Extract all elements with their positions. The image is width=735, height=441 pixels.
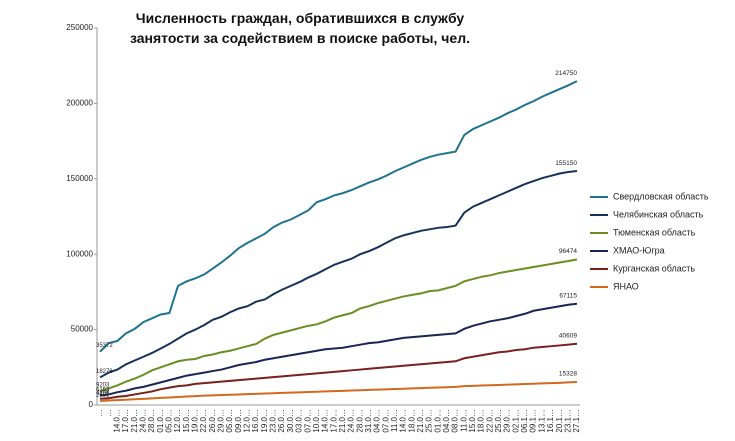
x-tick-label: 15.0… <box>182 409 191 433</box>
data-label: 9203 <box>96 383 110 389</box>
x-tick-label: 16.0… <box>251 409 260 433</box>
x-tick-label: 18.0… <box>477 409 486 433</box>
legend-label: Свердловская область <box>613 191 709 201</box>
x-tick-label: 01.0… <box>156 409 165 433</box>
y-tick-label: 0 <box>89 400 94 409</box>
x-tick-label: 12.0… <box>173 409 182 433</box>
series-line <box>99 342 578 400</box>
data-label: 4106 <box>96 390 110 396</box>
series-line <box>99 258 578 393</box>
x-tick-label: 04.0… <box>442 409 451 433</box>
x-tick-label: 05.0… <box>225 409 234 433</box>
x-tick-label: 27.1… <box>572 409 581 433</box>
x-tick-label: 29.0… <box>503 409 512 433</box>
x-tick-label: 14.0… <box>112 409 121 433</box>
data-label: 15328 <box>559 371 577 378</box>
x-tick-label: 29.0… <box>217 409 226 433</box>
y-tick-label: 150000 <box>66 174 93 183</box>
series-line <box>99 380 578 402</box>
x-tick-label: 14.0… <box>399 409 408 433</box>
x-tick-label: 31.0… <box>364 409 373 433</box>
x-tick-label: 01.0… <box>433 409 442 433</box>
x-tick-label: 17.0… <box>329 409 338 433</box>
x-tick-label: 22.0… <box>485 409 494 433</box>
x-tick-label: 13.1… <box>537 409 546 433</box>
x-tick-label: 21.0… <box>130 409 139 433</box>
x-tick-label: 17.0… <box>121 409 130 433</box>
legend-label: ХМАО-Югра <box>613 245 665 255</box>
x-tick-label: 09.0… <box>234 409 243 433</box>
data-label: 18276 <box>96 369 113 375</box>
series-line <box>99 302 578 397</box>
x-tick-label: 25.0… <box>425 409 434 433</box>
x-tick-label: 24.0… <box>138 409 147 433</box>
x-tick-label: 03.0… <box>295 409 304 433</box>
x-tick-label: 02.1… <box>511 409 520 433</box>
x-tick-label: 26.0… <box>208 409 217 433</box>
y-tick-label: 200000 <box>66 99 93 108</box>
legend-label: Челябинская область <box>613 209 704 219</box>
x-tick-label: … <box>95 409 104 417</box>
x-tick-label: 15.0… <box>468 409 477 433</box>
data-label: 155150 <box>555 160 577 167</box>
legend-label: Курганская область <box>613 263 695 273</box>
data-label: 35372 <box>96 343 113 349</box>
x-tick-label: 24.0… <box>347 409 356 433</box>
x-tick-label: 28.0… <box>355 409 364 433</box>
x-tick-label: 19.0… <box>191 409 200 433</box>
y-tick-label: 100000 <box>66 249 93 258</box>
chart-title: Численность граждан, обратившихся в служ… <box>129 10 470 46</box>
data-label: 67115 <box>559 293 577 300</box>
legend-label: ЯНАО <box>613 281 639 291</box>
series-line <box>99 80 578 353</box>
x-tick-label: 19.0… <box>260 409 269 433</box>
legend-label: Тюменская область <box>613 227 696 237</box>
x-tick-label: 16.1… <box>546 409 555 433</box>
x-tick-label: 28.0… <box>147 409 156 433</box>
x-tick-label: 20.1… <box>555 409 564 433</box>
data-label: 96474 <box>559 248 577 255</box>
data-label: 40609 <box>559 332 577 339</box>
x-tick-label: 25.0… <box>494 409 503 433</box>
x-tick-label: 09.1… <box>529 409 538 433</box>
x-tick-label: … <box>104 409 113 417</box>
x-tick-label: 12.0… <box>243 409 252 433</box>
x-tick-label: 05.0… <box>164 409 173 433</box>
x-tick-label: 23.1… <box>563 409 572 433</box>
x-tick-label: 08.0… <box>451 409 460 433</box>
x-tick-label: 07.0… <box>303 409 312 433</box>
x-tick-label: 22.0… <box>199 409 208 433</box>
data-label: 2691 <box>96 393 110 399</box>
x-tick-label: 21.0… <box>338 409 347 433</box>
data-label: 6153 <box>96 387 110 393</box>
x-tick-label: 07.0… <box>381 409 390 433</box>
x-tick-label: 21.0… <box>416 409 425 433</box>
x-tick-label: 30.0… <box>286 409 295 433</box>
x-tick-label: 10.0… <box>312 409 321 433</box>
x-tick-label: 11.0… <box>390 409 399 432</box>
x-tick-label: 06.1… <box>520 409 529 433</box>
x-tick-label: 18.0… <box>407 409 416 433</box>
data-label: 214750 <box>555 70 577 77</box>
y-tick-label: 50000 <box>71 325 94 334</box>
y-tick-label: 250000 <box>66 23 93 32</box>
x-tick-label: 23.0… <box>269 409 278 433</box>
series-line <box>99 170 578 379</box>
x-tick-label: 14.0… <box>321 409 330 433</box>
x-tick-label: 04.0… <box>373 409 382 433</box>
x-tick-label: 26.0… <box>277 409 286 433</box>
x-tick-label: 11.0… <box>459 409 468 432</box>
